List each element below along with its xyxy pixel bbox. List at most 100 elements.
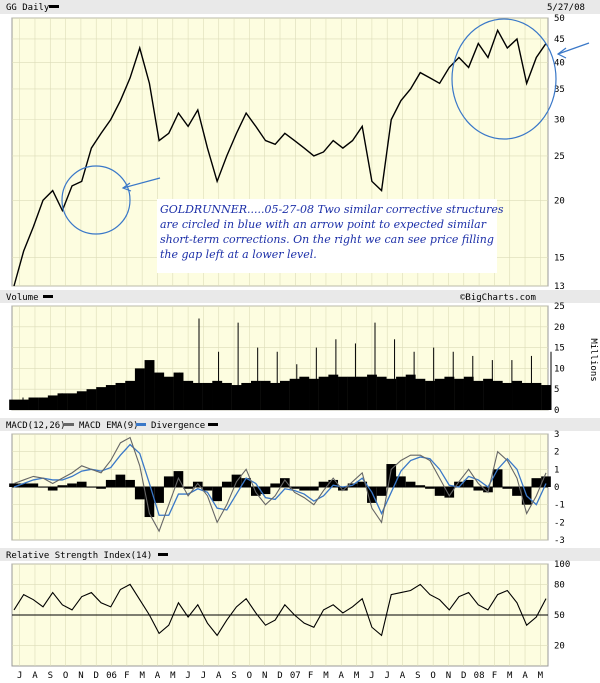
- volume-bar: [347, 376, 358, 410]
- x-tick-label: 07: [290, 671, 301, 681]
- source-label: ©BigCharts.com: [460, 293, 536, 303]
- volume-bar: [270, 382, 281, 410]
- divergence-bar: [415, 485, 426, 487]
- macd-line: [13, 436, 547, 533]
- divergence-bar: [367, 487, 377, 503]
- price-y-tick: 20: [554, 196, 565, 206]
- divergence-bar: [212, 487, 222, 502]
- annotation-line-3: short-term corrections. On the right we …: [160, 233, 494, 246]
- macd-legend-3: Divergence: [151, 421, 205, 431]
- volume-bar: [367, 374, 377, 410]
- macd-panel: MACD(12,26) MACD EMA(9) Divergence -3-2-…: [0, 418, 600, 546]
- divergence-bar: [202, 487, 213, 491]
- volume-bar: [299, 376, 310, 410]
- volume-bar: [18, 399, 29, 410]
- x-tick-label: J: [201, 671, 206, 681]
- macd-y-tick: 2: [554, 448, 559, 458]
- divergence-bar: [405, 481, 416, 487]
- divergence-bar: [280, 478, 290, 487]
- volume-bar: [521, 382, 532, 410]
- volume-bar: [396, 376, 406, 410]
- divergence-bar: [463, 479, 474, 487]
- price-series-line: [13, 28, 547, 287]
- macd-y-tick: -2: [554, 518, 565, 528]
- divergence-bar: [67, 483, 77, 487]
- arrow-left: [121, 177, 161, 192]
- divergence-legend-swatch: [208, 423, 218, 426]
- divergence-bar: [483, 487, 493, 493]
- price-y-tick: 50: [554, 14, 565, 24]
- divergence-bar: [357, 481, 368, 487]
- macd-legend-1: MACD(12,26): [6, 421, 66, 431]
- x-tick-label: A: [400, 671, 406, 681]
- x-tick-label: 08: [474, 671, 485, 681]
- divergence-bar: [38, 487, 48, 488]
- price-y-ticks: 13 15 20 25 30 35 40 45 50: [554, 14, 565, 292]
- annotation-box: [157, 199, 497, 273]
- macd-y-tick: 3: [554, 430, 559, 440]
- volume-title: Volume: [6, 293, 39, 303]
- arrow-right: [556, 42, 590, 59]
- x-tick-label: M: [354, 671, 360, 681]
- volume-bar: [405, 374, 416, 410]
- volume-bar: [483, 378, 493, 410]
- volume-bar: [376, 376, 387, 410]
- macd-legend-swatch: [64, 423, 74, 426]
- volume-bar: [473, 380, 484, 410]
- volume-bar: [531, 382, 542, 410]
- volume-ylabel: Millions: [588, 338, 598, 381]
- volume-bar: [280, 380, 290, 410]
- divergence-bar: [376, 487, 387, 496]
- volume-y-tick: 5: [554, 385, 559, 395]
- divergence-bar: [163, 476, 174, 487]
- x-tick-label: M: [507, 671, 513, 681]
- divergence-bar: [531, 478, 542, 487]
- volume-bar: [444, 376, 455, 410]
- divergence-bar: [86, 487, 97, 488]
- x-tick-label: O: [63, 671, 68, 681]
- volume-y-tick: 0: [554, 406, 559, 416]
- volume-bar: [425, 380, 435, 410]
- divergence-bar: [386, 464, 397, 487]
- volume-bar: [28, 397, 39, 410]
- rsi-y-tick: 80: [554, 580, 565, 590]
- volume-bar: [202, 382, 213, 410]
- volume-bar: [105, 385, 116, 410]
- divergence-bar: [47, 487, 58, 491]
- volume-bar: [38, 397, 49, 410]
- x-tick-label: D: [277, 671, 282, 681]
- divergence-bar: [289, 487, 300, 489]
- x-tick-label: A: [216, 671, 222, 681]
- volume-bar: [47, 395, 58, 410]
- x-tick-label: A: [32, 671, 38, 681]
- volume-bar: [328, 374, 339, 410]
- volume-bar: [289, 378, 300, 410]
- volume-bar: [260, 380, 271, 410]
- divergence-bar: [260, 487, 271, 495]
- divergence-bar: [425, 487, 435, 489]
- price-grid: [12, 17, 548, 287]
- x-tick-label: N: [446, 671, 451, 681]
- macd-y-tick: -1: [554, 501, 565, 511]
- divergence-bar: [328, 479, 339, 487]
- x-tick-label: 06: [106, 671, 117, 681]
- price-y-tick: 40: [554, 58, 565, 68]
- x-tick-label: D: [94, 671, 99, 681]
- volume-bar: [492, 380, 503, 410]
- divergence-bar: [502, 487, 513, 489]
- volume-bar: [221, 382, 232, 410]
- annotation-line-1: GOLDRUNNER.....05-27-08 Two similar corr…: [160, 203, 504, 216]
- price-y-tick: 35: [554, 85, 565, 95]
- rsi-title: Relative Strength Index(14): [6, 551, 152, 561]
- x-tick-label: O: [430, 671, 435, 681]
- volume-bar: [357, 376, 368, 410]
- price-title: GG Daily: [6, 3, 50, 13]
- divergence-histogram: [9, 464, 551, 518]
- price-titlebar: [0, 0, 600, 14]
- x-tick-label: M: [170, 671, 176, 681]
- x-tick-label: O: [247, 671, 252, 681]
- annotation-line-4: the gap left at a lower level.: [160, 248, 317, 261]
- divergence-bar: [76, 481, 87, 487]
